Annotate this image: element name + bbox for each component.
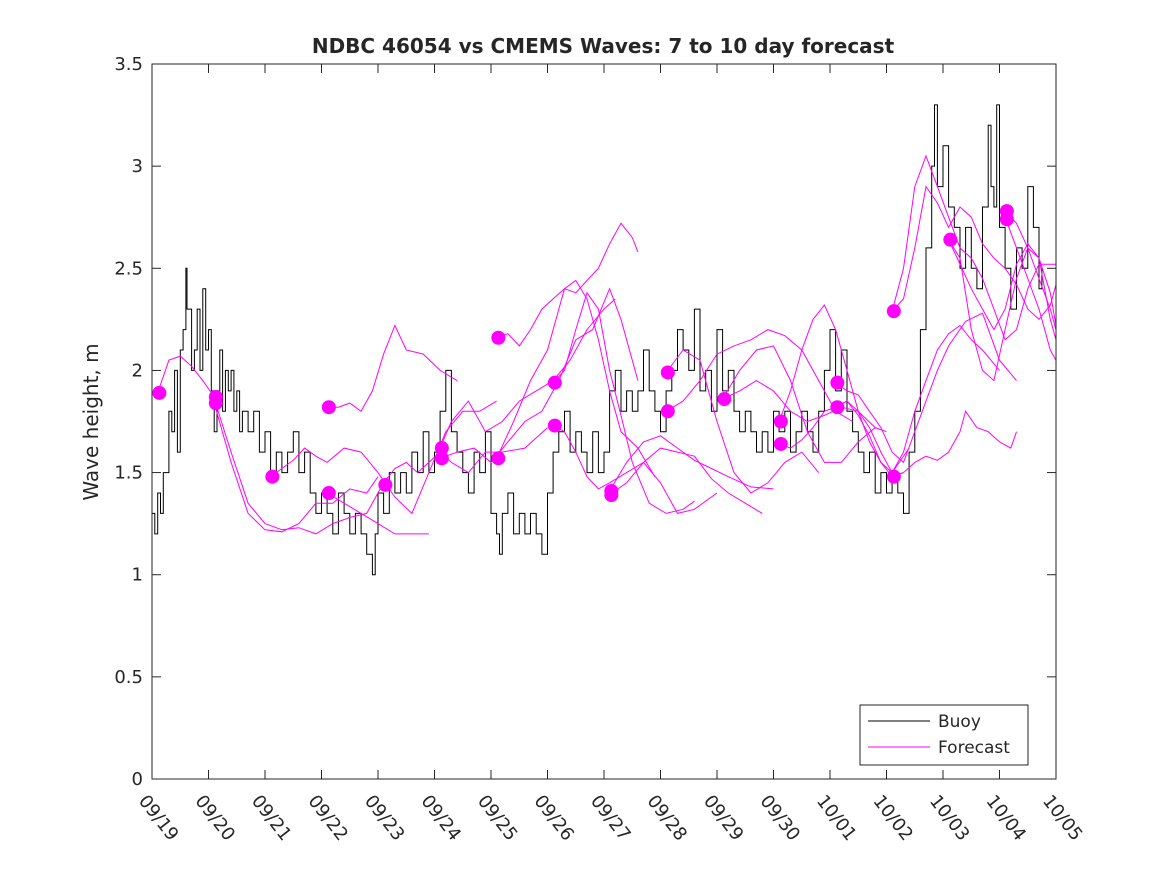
forecast-start-point bbox=[378, 477, 393, 492]
forecast-line-6 bbox=[327, 324, 458, 413]
forecast-start-point bbox=[830, 400, 845, 415]
forecast-line-30 bbox=[1004, 217, 1057, 361]
forecast-line-9 bbox=[439, 287, 639, 464]
forecast-start-point bbox=[773, 414, 788, 429]
forecast-line-17 bbox=[665, 329, 853, 422]
chart-title: NDBC 46054 vs CMEMS Waves: 7 to 10 day f… bbox=[312, 34, 895, 58]
forecast-line-23 bbox=[835, 324, 1000, 474]
forecast-start-point bbox=[660, 365, 675, 380]
forecast-start-point bbox=[547, 418, 562, 433]
forecast-line-1 bbox=[157, 355, 215, 398]
forecast-line-22 bbox=[835, 312, 1017, 464]
forecast-start-point bbox=[943, 232, 958, 247]
forecast-start-point bbox=[321, 400, 336, 415]
forecast-line-28 bbox=[948, 239, 1057, 382]
forecast-line-4 bbox=[270, 400, 497, 515]
y-tick-label: 3 bbox=[132, 156, 143, 177]
legend-buoy-label: Buoy bbox=[938, 712, 981, 732]
forecast-start-point bbox=[886, 469, 901, 484]
forecast-start-point bbox=[491, 451, 506, 466]
forecast-start-point bbox=[773, 436, 788, 451]
forecast-line-10 bbox=[496, 222, 639, 347]
forecast-line-29 bbox=[1004, 210, 1057, 330]
forecast-line-5 bbox=[326, 492, 429, 535]
forecast-line-11 bbox=[496, 279, 656, 477]
forecast-start-point bbox=[999, 212, 1014, 227]
forecast-start-point bbox=[491, 330, 506, 345]
forecast-line-19 bbox=[722, 345, 887, 463]
y-axis-ticks: 0 0.5 1 1.5 2 2.5 3 3.5 bbox=[114, 54, 1056, 790]
y-tick-label: 1.5 bbox=[114, 463, 143, 484]
legend: Buoy Forecast bbox=[859, 704, 1029, 766]
forecast-line-18 bbox=[722, 380, 876, 428]
y-tick-label: 2.5 bbox=[114, 258, 143, 279]
forecast-line-15 bbox=[609, 447, 763, 514]
y-axis-label: Wave height, m bbox=[79, 343, 103, 500]
forecast-start-point bbox=[434, 451, 449, 466]
forecast-line-26 bbox=[891, 185, 1057, 321]
forecast-start-markers bbox=[152, 204, 1014, 503]
forecast-start-point bbox=[434, 441, 449, 456]
forecast-start-point bbox=[321, 486, 336, 500]
forecast-start-point bbox=[660, 404, 675, 419]
y-tick-label: 3.5 bbox=[114, 54, 143, 75]
forecast-line-13 bbox=[552, 425, 718, 514]
forecast-line-8 bbox=[439, 298, 616, 449]
forecast-line-24 bbox=[891, 410, 1017, 478]
forecast-start-point bbox=[604, 488, 619, 503]
forecast-line-16 bbox=[665, 349, 820, 494]
y-tick-label: 2 bbox=[132, 360, 143, 381]
forecast-line-3 bbox=[213, 402, 379, 533]
forecast-line-2 bbox=[213, 398, 385, 535]
forecast-start-point bbox=[265, 469, 280, 484]
forecast-start-point bbox=[152, 385, 167, 400]
forecast-start-point bbox=[547, 375, 562, 390]
forecast-line-27 bbox=[948, 239, 1057, 331]
forecast-start-point bbox=[830, 375, 845, 390]
forecast-start-point bbox=[886, 304, 901, 319]
y-tick-label: 1 bbox=[132, 565, 143, 586]
y-tick-label: 0.5 bbox=[114, 667, 143, 688]
forecast-start-point bbox=[208, 396, 223, 411]
legend-box bbox=[859, 704, 1029, 766]
forecast-line-25 bbox=[891, 154, 1056, 341]
legend-forecast-label: Forecast bbox=[938, 738, 1010, 758]
forecast-line-12 bbox=[552, 291, 695, 514]
forecast-start-point bbox=[717, 392, 732, 407]
y-tick-label: 0 bbox=[132, 769, 143, 790]
